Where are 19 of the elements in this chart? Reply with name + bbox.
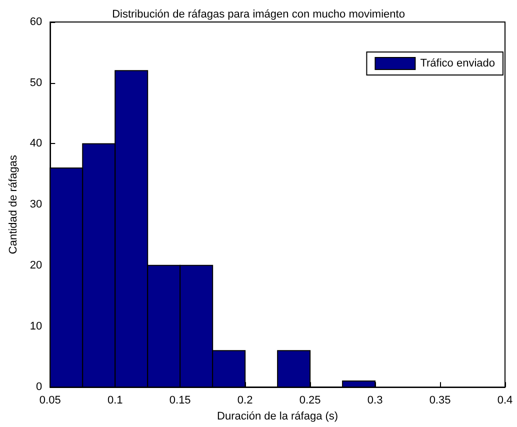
x-tick-label: 0.3	[367, 394, 383, 407]
x-tick-label: 0.1	[107, 394, 123, 407]
x-tick-label: 0.35	[429, 394, 451, 407]
legend-label: Tráfico enviado	[420, 58, 496, 70]
x-tick-label: 0.25	[299, 394, 321, 407]
y-axis-title: Cantidad de ráfagas	[8, 154, 20, 254]
y-tick-label: 20	[30, 259, 42, 272]
y-tick-label: 40	[30, 138, 42, 150]
x-tick-label: 0.2	[237, 394, 253, 407]
x-tick-label: 0.4	[497, 394, 513, 407]
x-tick-label: 0.15	[169, 394, 191, 407]
y-tick-label: 30	[30, 198, 42, 211]
y-tick-label: 0	[36, 381, 42, 394]
x-axis-title: Duración de la ráfaga (s)	[217, 410, 338, 422]
y-tick-label: 50	[30, 76, 42, 89]
y-tick-label: 60	[30, 16, 42, 28]
chart-title: Distribución de ráfagas para imágen con mucho movimiento	[112, 8, 405, 20]
y-tick-label: 10	[30, 320, 42, 332]
x-tick-label: 0.05	[39, 394, 61, 407]
